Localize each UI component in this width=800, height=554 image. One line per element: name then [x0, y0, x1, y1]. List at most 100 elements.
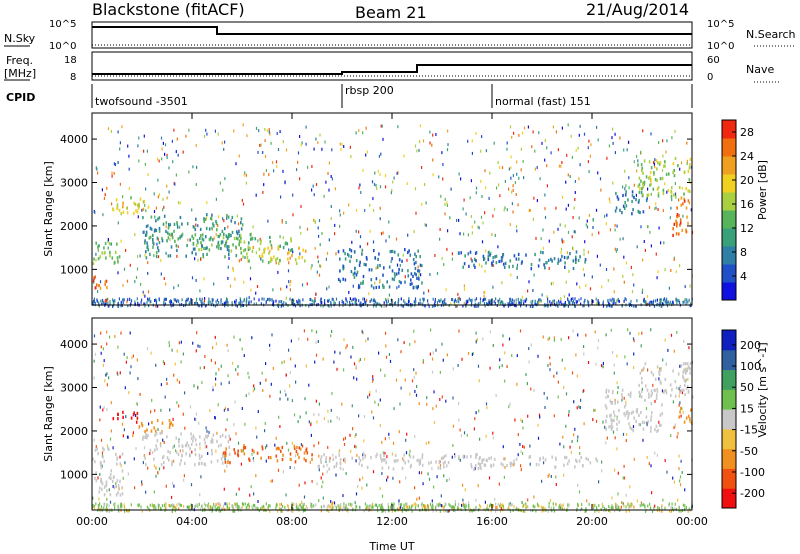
echo-pixel	[238, 243, 240, 247]
noise-pixel	[235, 368, 237, 372]
noise-pixel	[223, 147, 225, 151]
echo-pixel	[101, 482, 104, 486]
ground-scatter-pixel	[445, 509, 447, 513]
ground-scatter-pixel	[435, 509, 437, 513]
echo-pixel	[508, 265, 510, 269]
noise-pixel	[548, 239, 550, 243]
nsky-label: N.Sky	[4, 32, 36, 45]
echo-pixel	[682, 370, 684, 374]
ground-scatter-pixel	[391, 304, 394, 308]
ground-scatter-pixel	[577, 504, 579, 507]
colorbar-swatch	[722, 468, 736, 489]
echo-pixel	[206, 213, 208, 217]
noise-pixel	[126, 279, 129, 283]
noise-pixel	[213, 282, 215, 286]
echo-pixel	[252, 245, 255, 250]
noise-pixel	[285, 373, 287, 377]
echo-pixel	[510, 461, 513, 466]
noise-pixel	[683, 339, 685, 343]
noise-pixel	[573, 230, 575, 234]
noise-pixel	[379, 487, 381, 491]
noise-pixel	[342, 494, 344, 498]
noise-pixel	[458, 402, 460, 405]
ground-scatter-pixel	[362, 297, 364, 301]
echo-pixel	[169, 254, 172, 258]
noise-pixel	[215, 372, 217, 376]
ground-scatter-pixel	[435, 505, 437, 509]
ground-scatter-pixel	[561, 507, 564, 511]
echo-pixel	[443, 455, 446, 459]
echo-pixel	[185, 254, 187, 258]
echo-pixel	[220, 246, 222, 251]
noise-pixel	[446, 148, 449, 152]
noise-pixel	[107, 127, 110, 131]
noise-pixel	[135, 447, 137, 451]
noise-pixel	[289, 457, 291, 461]
echo-pixel	[108, 476, 111, 480]
ground-scatter-pixel	[531, 305, 533, 308]
noise-pixel	[423, 291, 425, 295]
echo-pixel	[256, 451, 259, 455]
colorbar-swatch	[722, 210, 736, 229]
ground-scatter-pixel	[347, 507, 349, 511]
noise-pixel	[299, 135, 301, 138]
ground-scatter-pixel	[443, 505, 445, 509]
noise-pixel	[591, 275, 593, 279]
echo-pixel	[642, 427, 645, 431]
noise-pixel	[490, 251, 492, 255]
noise-pixel	[180, 340, 182, 344]
ground-scatter-pixel	[558, 301, 560, 305]
echo-pixel	[145, 256, 148, 260]
noise-pixel	[547, 364, 549, 367]
noise-pixel	[298, 337, 300, 341]
echo-pixel	[244, 446, 247, 450]
echo-pixel	[170, 421, 172, 425]
noise-pixel	[232, 269, 234, 273]
echo-pixel	[638, 390, 640, 395]
echo-pixel	[339, 462, 342, 466]
noise-pixel	[195, 278, 197, 282]
noise-pixel	[285, 393, 287, 397]
echo-pixel	[642, 171, 644, 175]
noise-pixel	[286, 285, 288, 289]
noise-pixel	[362, 453, 364, 457]
echo-pixel	[605, 427, 607, 431]
ground-scatter-pixel	[583, 304, 585, 308]
ground-scatter-pixel	[422, 505, 424, 509]
ground-scatter-pixel	[186, 298, 188, 302]
noise-pixel	[483, 294, 485, 298]
echo-pixel	[171, 232, 173, 236]
ground-scatter-pixel	[515, 304, 517, 308]
echo-pixel	[473, 467, 475, 472]
echo-pixel	[194, 233, 197, 237]
ground-scatter-pixel	[102, 301, 105, 305]
echo-pixel	[108, 447, 110, 451]
echo-pixel	[389, 250, 392, 254]
noise-pixel	[504, 206, 506, 210]
noise-pixel	[352, 345, 354, 349]
noise-pixel	[659, 367, 661, 371]
ground-scatter-pixel	[239, 297, 241, 301]
ground-scatter-pixel	[559, 503, 561, 507]
echo-pixel	[117, 417, 119, 421]
ground-scatter-pixel	[107, 304, 109, 308]
ground-scatter-pixel	[188, 505, 190, 509]
noise-pixel	[391, 452, 394, 456]
noise-pixel	[308, 383, 310, 387]
noise-pixel	[293, 466, 296, 470]
noise-pixel	[313, 147, 315, 151]
echo-pixel	[483, 257, 486, 261]
echo-pixel	[358, 456, 360, 460]
ground-scatter-pixel	[298, 503, 301, 507]
noise-pixel	[320, 264, 322, 268]
noise-pixel	[611, 136, 613, 140]
echo-pixel	[444, 460, 446, 464]
echo-pixel	[400, 281, 402, 285]
ground-scatter-pixel	[155, 506, 157, 510]
noise-pixel	[511, 190, 513, 194]
noise-pixel	[372, 416, 375, 420]
ground-scatter-pixel	[584, 298, 586, 302]
ground-scatter-pixel	[303, 502, 305, 506]
noise-pixel	[637, 159, 639, 163]
echo-pixel	[676, 206, 678, 210]
